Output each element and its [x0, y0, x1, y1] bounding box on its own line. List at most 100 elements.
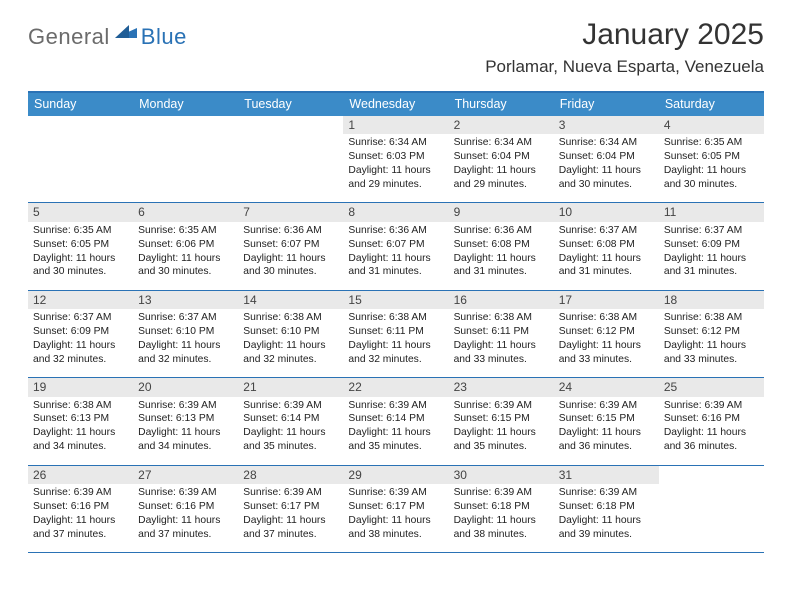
day-number: 6 — [133, 203, 238, 221]
page-header: General Blue January 2025 Porlamar, Nuev… — [28, 18, 764, 77]
day-detail-line: Sunrise: 6:38 AM — [348, 311, 443, 325]
day-detail-line: Sunrise: 6:35 AM — [33, 224, 128, 238]
day-detail-line: and 38 minutes. — [348, 528, 443, 542]
day-detail-line: Sunrise: 6:35 AM — [138, 224, 233, 238]
day-detail-line: Sunset: 6:18 PM — [454, 500, 549, 514]
weekday-header-row: Sunday Monday Tuesday Wednesday Thursday… — [28, 93, 764, 116]
day-number: 22 — [343, 378, 448, 396]
day-details: Sunrise: 6:38 AMSunset: 6:10 PMDaylight:… — [238, 309, 343, 377]
day-details: Sunrise: 6:39 AMSunset: 6:18 PMDaylight:… — [554, 484, 659, 552]
day-detail-line: Daylight: 11 hours — [664, 426, 759, 440]
day-detail-line: Sunset: 6:05 PM — [33, 238, 128, 252]
day-detail-line: and 30 minutes. — [559, 178, 654, 192]
day-details: Sunrise: 6:39 AMSunset: 6:18 PMDaylight:… — [449, 484, 554, 552]
day-detail-line: Sunrise: 6:35 AM — [664, 136, 759, 150]
day-details: Sunrise: 6:39 AMSunset: 6:14 PMDaylight:… — [343, 397, 448, 465]
day-detail-line: and 33 minutes. — [454, 353, 549, 367]
day-details: Sunrise: 6:39 AMSunset: 6:13 PMDaylight:… — [133, 397, 238, 465]
day-number: 31 — [554, 466, 659, 484]
day-number: 29 — [343, 466, 448, 484]
day-detail-line: and 32 minutes. — [243, 353, 338, 367]
day-number: 5 — [28, 203, 133, 221]
day-detail-line: Sunrise: 6:37 AM — [138, 311, 233, 325]
day-number: 28 — [238, 466, 343, 484]
day-detail-line: Sunrise: 6:39 AM — [348, 399, 443, 413]
day-number: 24 — [554, 378, 659, 396]
day-detail-line: Sunrise: 6:38 AM — [243, 311, 338, 325]
day-detail-line: and 37 minutes. — [243, 528, 338, 542]
day-detail-line: Daylight: 11 hours — [243, 339, 338, 353]
brand-word-general: General — [28, 24, 110, 50]
day-detail-line: Daylight: 11 hours — [33, 514, 128, 528]
calendar-cell: 31Sunrise: 6:39 AMSunset: 6:18 PMDayligh… — [554, 466, 659, 552]
day-details: Sunrise: 6:39 AMSunset: 6:17 PMDaylight:… — [343, 484, 448, 552]
day-detail-line: Sunset: 6:03 PM — [348, 150, 443, 164]
day-detail-line: Sunrise: 6:36 AM — [243, 224, 338, 238]
day-number: 26 — [28, 466, 133, 484]
day-detail-line: Sunset: 6:15 PM — [454, 412, 549, 426]
day-details: Sunrise: 6:36 AMSunset: 6:07 PMDaylight:… — [238, 222, 343, 290]
calendar-cell: 20Sunrise: 6:39 AMSunset: 6:13 PMDayligh… — [133, 378, 238, 464]
day-detail-line: Sunrise: 6:38 AM — [33, 399, 128, 413]
day-detail-line: Sunrise: 6:34 AM — [559, 136, 654, 150]
day-number: 7 — [238, 203, 343, 221]
day-details: Sunrise: 6:38 AMSunset: 6:12 PMDaylight:… — [554, 309, 659, 377]
day-number: 14 — [238, 291, 343, 309]
day-detail-line: Daylight: 11 hours — [33, 339, 128, 353]
day-detail-line: Sunset: 6:07 PM — [243, 238, 338, 252]
day-detail-line: Sunrise: 6:36 AM — [348, 224, 443, 238]
day-number: 23 — [449, 378, 554, 396]
calendar-cell: 29Sunrise: 6:39 AMSunset: 6:17 PMDayligh… — [343, 466, 448, 552]
calendar-week: 12Sunrise: 6:37 AMSunset: 6:09 PMDayligh… — [28, 291, 764, 378]
day-detail-line: Sunset: 6:14 PM — [243, 412, 338, 426]
calendar-cell: 7Sunrise: 6:36 AMSunset: 6:07 PMDaylight… — [238, 203, 343, 289]
day-detail-line: and 30 minutes. — [243, 265, 338, 279]
weekday-header: Thursday — [449, 93, 554, 116]
calendar-week: 5Sunrise: 6:35 AMSunset: 6:05 PMDaylight… — [28, 203, 764, 290]
day-number: 21 — [238, 378, 343, 396]
calendar-cell: 19Sunrise: 6:38 AMSunset: 6:13 PMDayligh… — [28, 378, 133, 464]
day-detail-line: Sunset: 6:08 PM — [559, 238, 654, 252]
day-details: Sunrise: 6:37 AMSunset: 6:10 PMDaylight:… — [133, 309, 238, 377]
day-detail-line: Sunrise: 6:39 AM — [664, 399, 759, 413]
day-detail-line: Daylight: 11 hours — [33, 426, 128, 440]
day-detail-line: Daylight: 11 hours — [243, 426, 338, 440]
calendar-cell: 30Sunrise: 6:39 AMSunset: 6:18 PMDayligh… — [449, 466, 554, 552]
weekday-header: Tuesday — [238, 93, 343, 116]
day-detail-line: and 32 minutes. — [138, 353, 233, 367]
day-detail-line: Daylight: 11 hours — [138, 426, 233, 440]
day-detail-line: Sunset: 6:07 PM — [348, 238, 443, 252]
calendar-week: 19Sunrise: 6:38 AMSunset: 6:13 PMDayligh… — [28, 378, 764, 465]
day-number: 25 — [659, 378, 764, 396]
day-detail-line: and 32 minutes. — [348, 353, 443, 367]
day-detail-line: Sunrise: 6:37 AM — [664, 224, 759, 238]
day-details: Sunrise: 6:38 AMSunset: 6:11 PMDaylight:… — [343, 309, 448, 377]
calendar-cell: 12Sunrise: 6:37 AMSunset: 6:09 PMDayligh… — [28, 291, 133, 377]
calendar-cell: 17Sunrise: 6:38 AMSunset: 6:12 PMDayligh… — [554, 291, 659, 377]
day-detail-line: Sunset: 6:17 PM — [243, 500, 338, 514]
day-detail-line: and 31 minutes. — [559, 265, 654, 279]
day-detail-line: Sunrise: 6:39 AM — [559, 486, 654, 500]
day-details: Sunrise: 6:39 AMSunset: 6:15 PMDaylight:… — [554, 397, 659, 465]
day-detail-line: Daylight: 11 hours — [348, 514, 443, 528]
day-detail-line: Sunset: 6:12 PM — [664, 325, 759, 339]
day-detail-line: and 29 minutes. — [348, 178, 443, 192]
day-detail-line: and 32 minutes. — [33, 353, 128, 367]
calendar-grid: 1Sunrise: 6:34 AMSunset: 6:03 PMDaylight… — [28, 116, 764, 553]
calendar-cell: 15Sunrise: 6:38 AMSunset: 6:11 PMDayligh… — [343, 291, 448, 377]
day-detail-line: and 36 minutes. — [559, 440, 654, 454]
calendar-cell: 21Sunrise: 6:39 AMSunset: 6:14 PMDayligh… — [238, 378, 343, 464]
day-detail-line: Daylight: 11 hours — [454, 164, 549, 178]
day-number: 16 — [449, 291, 554, 309]
calendar-cell — [238, 116, 343, 202]
day-detail-line: Daylight: 11 hours — [348, 426, 443, 440]
calendar-cell: 14Sunrise: 6:38 AMSunset: 6:10 PMDayligh… — [238, 291, 343, 377]
day-number: 3 — [554, 116, 659, 134]
day-detail-line: Daylight: 11 hours — [138, 252, 233, 266]
day-number: 2 — [449, 116, 554, 134]
day-detail-line: Daylight: 11 hours — [664, 339, 759, 353]
day-details: Sunrise: 6:34 AMSunset: 6:04 PMDaylight:… — [449, 134, 554, 202]
day-detail-line: Sunset: 6:14 PM — [348, 412, 443, 426]
day-number: 4 — [659, 116, 764, 134]
day-detail-line: Daylight: 11 hours — [243, 514, 338, 528]
